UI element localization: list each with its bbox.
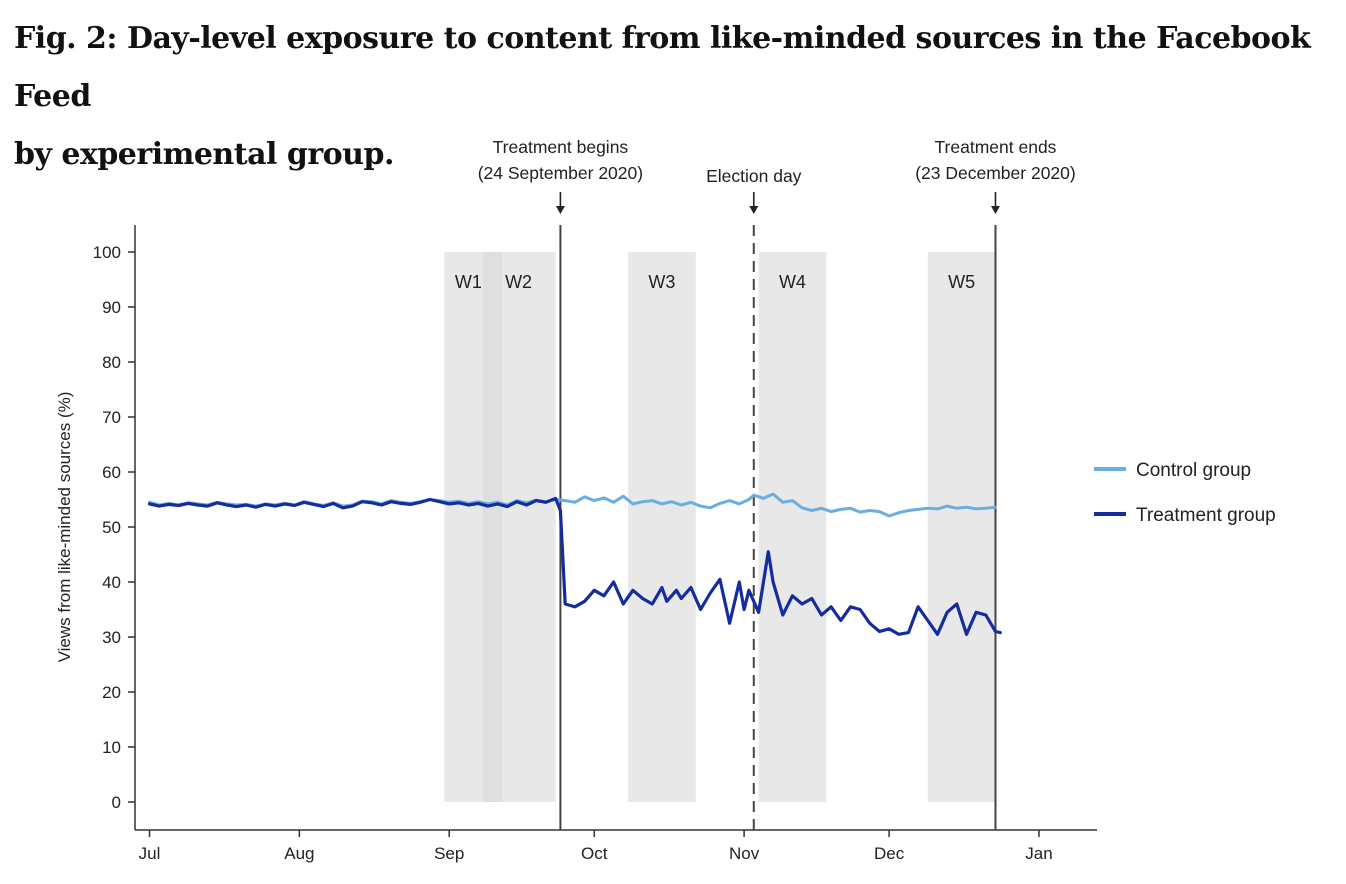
series-line-treatment-group — [147, 496, 1002, 636]
y-tick-label-30: 30 — [102, 628, 121, 647]
event-label-2-line1: Treatment ends — [935, 137, 1057, 157]
y-tick-label-60: 60 — [102, 463, 121, 482]
chart-legend: Control group Treatment group — [1094, 460, 1276, 526]
y-tick-label-50: 50 — [102, 518, 121, 537]
event-label-0-line2: (24 September 2020) — [478, 163, 643, 183]
x-tick-label-jan: Jan — [1025, 844, 1052, 863]
window-label-w2: W2 — [505, 272, 532, 292]
measurement-windows: W1 W2 W3 W4 W5 — [444, 252, 996, 802]
event-arrow-head-1 — [749, 206, 759, 214]
event-label-2-line2: (23 December 2020) — [915, 163, 1076, 183]
y-tick-label-70: 70 — [102, 408, 121, 427]
y-tick-label-20: 20 — [102, 683, 121, 702]
x-tick-label-oct: Oct — [581, 844, 608, 863]
window-label-w5: W5 — [948, 272, 975, 292]
window-label-w3: W3 — [648, 272, 675, 292]
y-tick-label-0: 0 — [112, 793, 121, 812]
x-tick-label-sep: Sep — [434, 844, 464, 863]
chart-axes: 0 10 20 30 40 50 60 70 80 90 100 Jul Aug Sep Oct Nov Dec… — [55, 225, 1097, 863]
window-label-w4: W4 — [779, 272, 806, 292]
event-label-1-line1: Election day — [706, 166, 802, 186]
event-arrow-head-2 — [990, 206, 1000, 214]
y-tick-label-100: 100 — [93, 243, 121, 262]
event-label-0-line1: Treatment begins — [493, 137, 629, 157]
event-markers: Treatment begins (24 September 2020) Elect… — [478, 137, 1076, 830]
x-tick-label-jul: Jul — [139, 844, 161, 863]
y-tick-label-90: 90 — [102, 298, 121, 317]
x-tick-label-aug: Aug — [284, 844, 314, 863]
y-tick-label-40: 40 — [102, 573, 121, 592]
window-band-w4 — [758, 252, 827, 802]
event-arrow-head-0 — [555, 206, 565, 214]
window-label-w1: W1 — [455, 272, 482, 292]
legend-label-treatment-group: Treatment group — [1136, 505, 1276, 526]
window-band-w2 — [483, 252, 556, 802]
window-band-w5 — [927, 252, 996, 802]
data-series — [147, 492, 1002, 636]
x-tick-label-nov: Nov — [729, 844, 760, 863]
y-tick-label-80: 80 — [102, 353, 121, 372]
window-band-w3 — [628, 252, 696, 802]
figure-title: Fig. 2: Day-level exposure to content fr… — [14, 10, 1334, 184]
figure-title-line2: by experimental group. — [14, 137, 394, 172]
legend-label-control-group: Control group — [1136, 460, 1251, 481]
y-axis-label: Views from like-minded sources (%) — [55, 392, 74, 663]
figure-title-line1: Fig. 2: Day-level exposure to content fr… — [14, 21, 1311, 114]
y-tick-label-10: 10 — [102, 738, 121, 757]
x-tick-label-dec: Dec — [874, 844, 905, 863]
